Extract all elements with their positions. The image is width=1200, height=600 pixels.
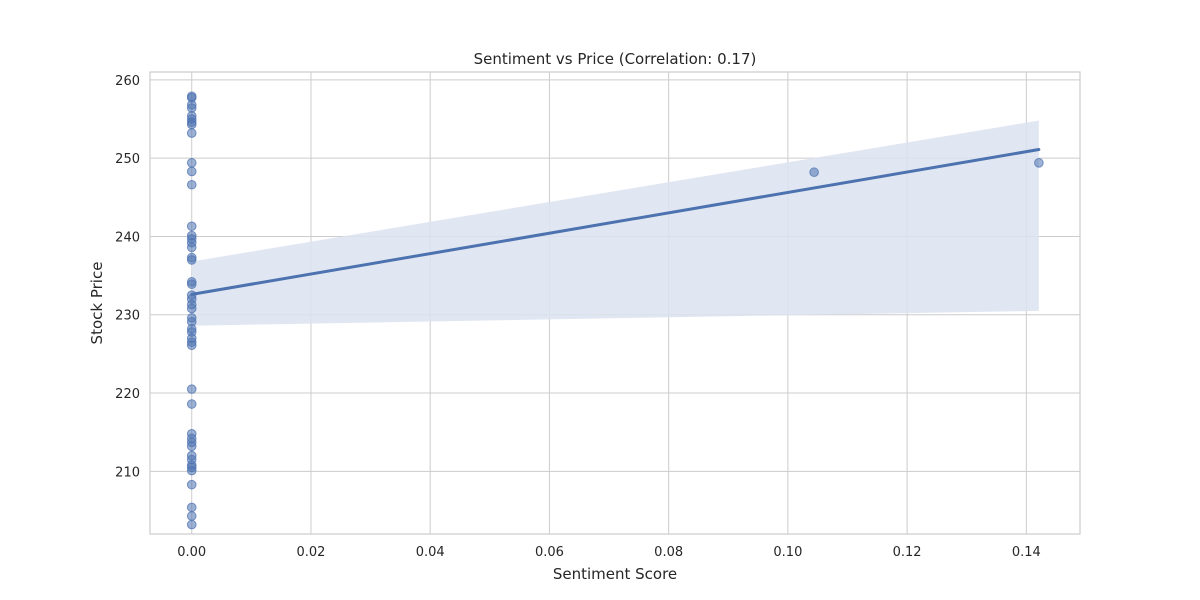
y-tick-label: 250: [115, 152, 140, 167]
scatter-point: [186, 128, 197, 138]
scatter-point: [186, 502, 197, 513]
scatter-point: [809, 167, 819, 178]
regression-line: [190, 148, 1041, 296]
scatter-point: [186, 158, 197, 168]
scatter-point: [186, 441, 197, 452]
scatter-point: [186, 479, 197, 490]
y-tick-label: 210: [115, 465, 140, 480]
scatter-point: [186, 303, 197, 314]
scatter-point: [186, 179, 197, 190]
y-tick-label: 260: [115, 74, 140, 89]
scatter-point: [1034, 158, 1044, 168]
y-tick-label: 230: [115, 309, 140, 324]
scatter-point: [186, 255, 197, 265]
scatter-point: [186, 399, 197, 409]
scatter-point: [186, 519, 197, 530]
scatter-point: [186, 103, 197, 113]
scatter-point: [186, 384, 197, 394]
y-axis-ticks: 210 220 230 240 250 260: [115, 74, 140, 481]
scatter-point: [186, 511, 197, 521]
scatter-point: [186, 279, 197, 290]
scatter-point: [186, 242, 197, 253]
y-axis-title: Stock Price: [88, 262, 106, 345]
x-tick-label: 0.14: [1012, 545, 1041, 560]
x-tick-label: 0.00: [177, 545, 206, 560]
x-axis-ticks: 0.00 0.02 0.04 0.06 0.08 0.10 0.12 0.14: [177, 545, 1041, 560]
points-layer: [186, 91, 1044, 530]
plot-frame: [149, 71, 1081, 535]
regression-line-layer: [190, 148, 1041, 296]
x-axis-title: Sentiment Score: [553, 565, 677, 583]
x-tick-label: 0.02: [296, 545, 325, 560]
chart-title: Sentiment vs Price (Correlation: 0.17): [474, 50, 757, 68]
x-tick-label: 0.04: [416, 545, 445, 560]
scatter-point: [186, 166, 197, 177]
scatter-point: [186, 221, 197, 232]
scatter-point: [186, 465, 197, 476]
scatter-point: [186, 340, 197, 351]
x-tick-label: 0.08: [654, 545, 683, 560]
y-tick-label: 220: [115, 387, 140, 402]
x-tick-label: 0.06: [535, 545, 564, 560]
x-tick-label: 0.12: [893, 545, 922, 560]
y-tick-label: 240: [115, 230, 140, 245]
x-tick-label: 0.10: [773, 545, 802, 560]
scatter-point: [186, 119, 197, 130]
